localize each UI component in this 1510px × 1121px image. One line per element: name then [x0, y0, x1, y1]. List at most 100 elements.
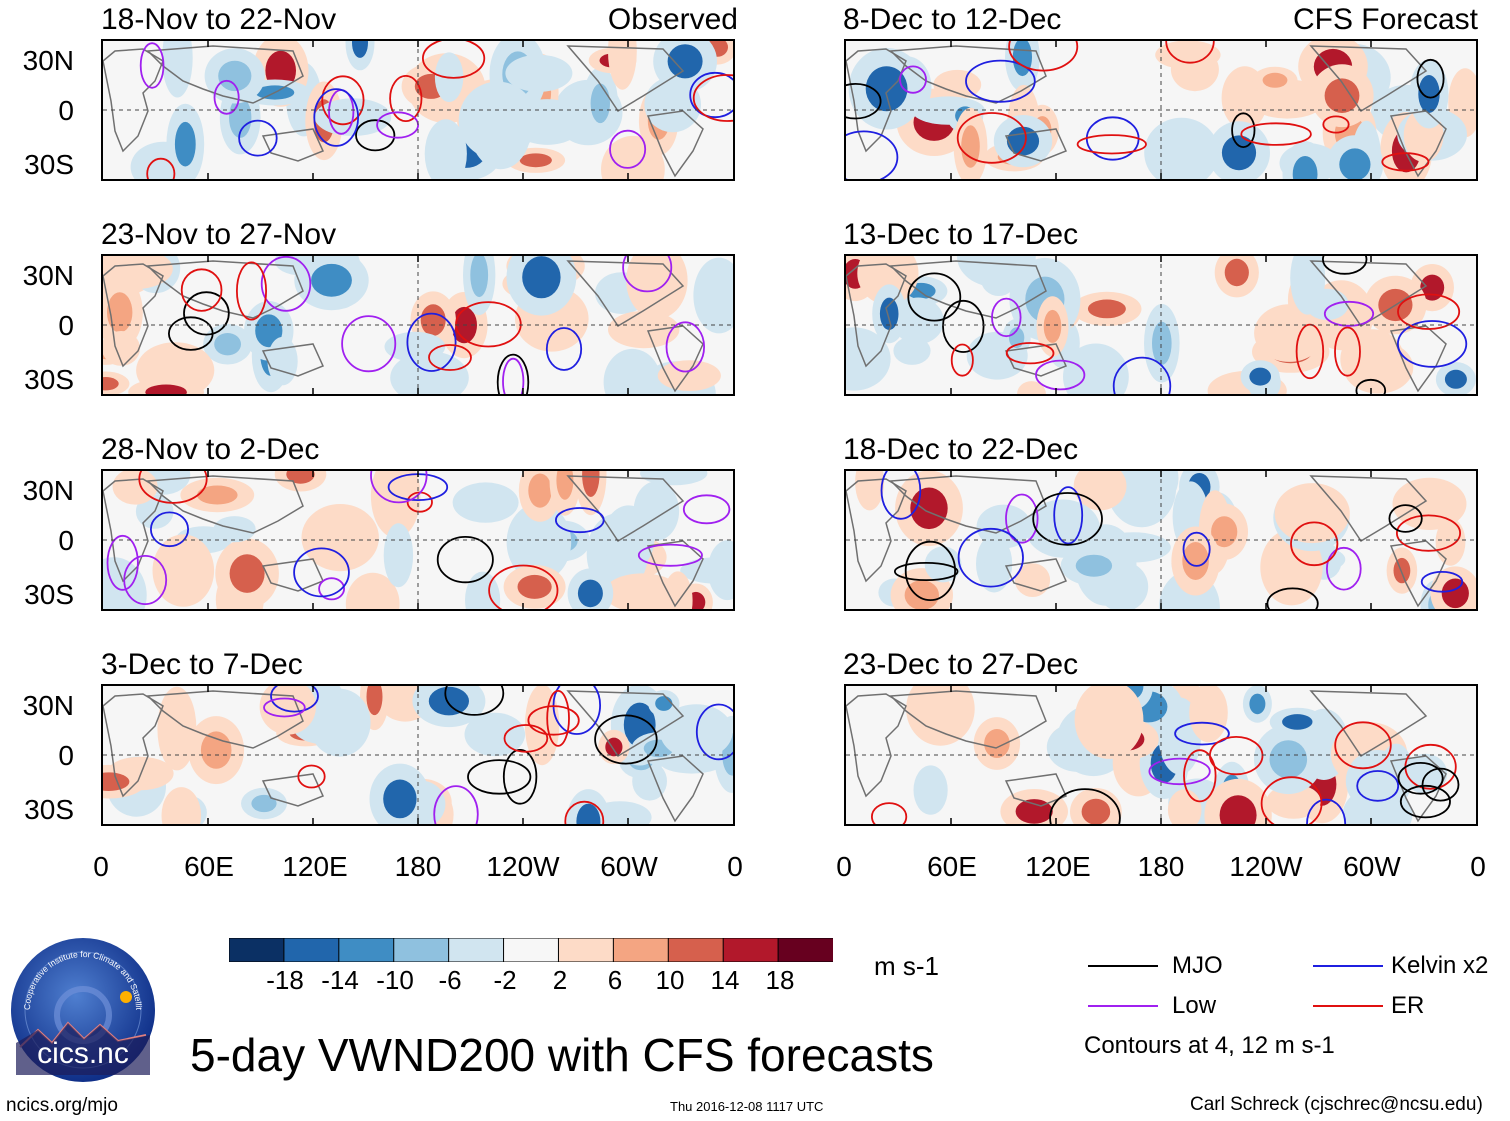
legend-label-er: ER	[1391, 992, 1425, 1019]
field-anomaly-core	[383, 779, 417, 819]
field-anomaly-core	[667, 44, 703, 79]
contour-line	[1322, 256, 1368, 275]
contour-line	[880, 471, 922, 520]
field-anomaly-core	[1298, 258, 1318, 299]
field-anomaly	[644, 76, 701, 133]
coastline	[261, 558, 325, 592]
field-anomaly-core	[145, 384, 187, 394]
colorbar-swatch	[667, 937, 725, 963]
field-anomaly	[893, 336, 931, 365]
field-anomaly-core	[1269, 740, 1308, 779]
field-anomaly	[608, 311, 680, 349]
field-anomaly-core	[1075, 554, 1113, 577]
contour-line	[1112, 356, 1172, 394]
contour-line	[956, 112, 1027, 164]
field-anomaly-core	[517, 574, 552, 599]
field-anomaly	[1017, 381, 1046, 394]
coastline	[103, 478, 164, 583]
contour-line	[1295, 323, 1325, 380]
coastline	[146, 475, 304, 534]
field-anomaly-core	[1182, 542, 1209, 580]
field-anomaly	[1014, 563, 1051, 597]
colorbar-tick-label: 18	[765, 965, 795, 995]
contour-line	[1356, 770, 1400, 802]
contour-line	[1416, 58, 1445, 99]
contour-line	[183, 291, 230, 336]
lon-label: 120E	[282, 851, 348, 882]
coastline	[1309, 690, 1428, 758]
field-anomaly	[906, 686, 975, 746]
field-anomaly-core	[1077, 358, 1114, 394]
lon-label: 0	[836, 851, 852, 882]
contour-line	[293, 547, 350, 598]
map-panel-obs-2	[101, 254, 735, 396]
contour-line	[637, 543, 703, 567]
contour-line	[297, 764, 326, 789]
field-anomaly	[162, 41, 193, 98]
lon-label: 120E	[1025, 851, 1091, 882]
contour-line	[846, 130, 899, 179]
field-anomaly	[1392, 477, 1467, 530]
coastline	[846, 263, 907, 368]
coastline	[1004, 558, 1068, 592]
field-anomaly-core	[576, 803, 601, 824]
coastline	[103, 263, 164, 368]
colorbar-swatch	[612, 937, 670, 963]
contour-line	[965, 59, 1036, 103]
contour-line	[1049, 788, 1121, 824]
contour-line	[1388, 504, 1423, 533]
field-anomaly-core	[1006, 126, 1040, 156]
panel-title: 23-Nov to 27-Nov	[101, 218, 337, 251]
coastline	[646, 325, 704, 393]
legend-label-low: Low	[1172, 992, 1217, 1019]
contour-line	[502, 749, 538, 805]
contour-line	[1381, 152, 1430, 172]
contour-line	[1005, 342, 1055, 365]
coastline	[1309, 260, 1428, 328]
coastline	[146, 260, 304, 319]
contour-line	[692, 74, 733, 122]
field-anomaly-core	[470, 256, 489, 298]
colorbar-tick-label: -6	[438, 965, 462, 995]
contour-line	[689, 71, 733, 119]
coastline	[1004, 128, 1068, 162]
field-anomaly	[1135, 471, 1179, 505]
field-anomaly-core	[655, 696, 673, 711]
field-anomaly-core	[311, 263, 352, 297]
contour-line	[433, 785, 479, 824]
contour-line	[1008, 41, 1079, 72]
field-anomaly-core	[1043, 309, 1062, 343]
map-panel-fcst-4	[844, 684, 1478, 826]
field-anomaly	[1073, 471, 1127, 511]
field-anomaly	[383, 523, 414, 588]
lon-label: 60E	[927, 851, 977, 882]
contour-line	[321, 75, 365, 126]
contour-line	[502, 357, 525, 394]
contour-line	[467, 759, 532, 795]
lon-label: 60W	[1343, 851, 1401, 882]
lat-label: 30N	[22, 260, 74, 291]
panel-title: 3-Dec to 7-Dec	[101, 648, 303, 681]
lon-label: 180	[1137, 851, 1185, 882]
lon-label: 120W	[1229, 851, 1303, 882]
panel-title: 28-Nov to 2-Dec	[101, 433, 320, 466]
panel-title: 13-Dec to 17-Dec	[843, 218, 1079, 251]
colorbar-swatch	[777, 937, 835, 963]
contour-line	[622, 256, 673, 293]
field-anomaly-core	[200, 731, 232, 769]
field-anomaly-core	[522, 256, 561, 299]
contour-line	[1183, 749, 1217, 803]
colorbar-swatch	[338, 937, 395, 963]
contour-line	[138, 471, 208, 504]
cics-logo: Cooperative Institute for Climate and Sa…	[6, 927, 158, 1085]
contour-line	[1306, 798, 1347, 824]
field-anomaly-core	[861, 471, 878, 498]
field-anomaly	[980, 262, 1017, 296]
contour-line	[313, 88, 360, 147]
field-anomaly-core	[357, 586, 388, 609]
field-anomaly	[157, 686, 197, 771]
contour-line	[341, 315, 397, 373]
contour-line	[213, 79, 240, 115]
panel-title: 8-Dec to 12-Dec	[843, 3, 1062, 36]
legend-label-kelvin: Kelvin x2	[1391, 952, 1489, 979]
